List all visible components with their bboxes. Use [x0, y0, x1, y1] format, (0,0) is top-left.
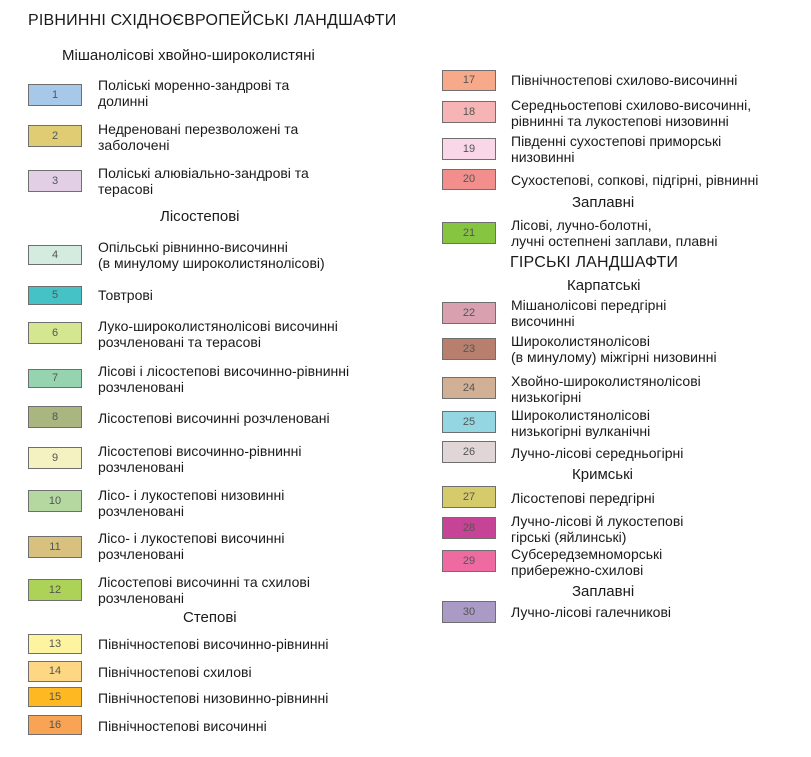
legend-swatch-12: 12: [28, 579, 82, 601]
legend-swatch-29: 29: [442, 550, 496, 572]
legend-heading-mixed: Мішанолісові хвойно-широколистяні: [62, 47, 315, 64]
legend-label-8: Лісостепові височинні розчленовані: [98, 410, 330, 426]
legend-swatch-19: 19: [442, 138, 496, 160]
legend-swatch-5: 5: [28, 286, 82, 305]
legend-label-25: Широколистянолісові низькогірні вулканічн…: [511, 407, 651, 439]
legend-label-12: Лісостепові височинні та схилові розчлено…: [98, 574, 310, 606]
legend-label-9: Лісостепові височинно-рівнинні розчленова…: [98, 443, 302, 475]
legend-swatch-18: 18: [442, 101, 496, 123]
legend-swatch-10: 10: [28, 490, 82, 512]
legend-swatch-25: 25: [442, 411, 496, 433]
legend-swatch-26: 26: [442, 441, 496, 463]
legend-label-14: Північностепові схилові: [98, 664, 252, 680]
legend-title: РІВНИННІ СХІДНОЄВРОПЕЙСЬКІ ЛАНДШАФТИ: [28, 12, 397, 29]
legend-label-20: Сухостепові, сопкові, підгірні, рівнинні: [511, 172, 759, 188]
legend-label-13: Північностепові височинно-рівнинні: [98, 636, 329, 652]
legend-label-15: Північностепові низовинно-рівнинні: [98, 690, 329, 706]
legend-label-6: Луко-широколистянолісові височинні розчле…: [98, 318, 338, 350]
legend-title: ГІРСЬКІ ЛАНДШАФТИ: [510, 254, 679, 271]
legend-heading-floodplain_plain: Заплавні: [572, 194, 635, 211]
legend-label-19: Південні сухостепові приморські низовинні: [511, 133, 722, 165]
legend-label-21: Лісові, лучно-болотні, лучні остепнені за…: [511, 217, 718, 249]
legend-swatch-1: 1: [28, 84, 82, 106]
legend-swatch-16: 16: [28, 715, 82, 735]
legend-label-1: Поліські моренно-зандрові та долинні: [98, 77, 290, 109]
legend-label-26: Лучно-лісові середньогірні: [511, 445, 684, 461]
legend-swatch-17: 17: [442, 70, 496, 91]
legend-label-16: Північностепові височинні: [98, 718, 267, 734]
legend-swatch-22: 22: [442, 302, 496, 324]
legend-label-10: Лісо- і лукостепові низовинні розчленован…: [98, 487, 285, 519]
legend-swatch-9: 9: [28, 447, 82, 469]
legend-label-22: Мішанолісові передгірні височинні: [511, 297, 667, 329]
legend-label-5: Товтрові: [98, 287, 153, 303]
legend-swatch-23: 23: [442, 338, 496, 360]
legend-swatch-6: 6: [28, 322, 82, 344]
legend-label-2: Недреновані перезволожені та заболочені: [98, 121, 299, 153]
legend-swatch-2: 2: [28, 125, 82, 147]
legend-swatch-20: 20: [442, 169, 496, 190]
legend-swatch-27: 27: [442, 486, 496, 508]
legend-label-28: Лучно-лісові й лукостепові гірські (яйлин…: [511, 513, 684, 545]
legend-label-23: Широколистянолісові (в минулому) міжгірні…: [511, 333, 717, 365]
legend-label-17: Північностепові схилово-височинні: [511, 72, 738, 88]
legend-swatch-11: 11: [28, 536, 82, 558]
legend-label-30: Лучно-лісові галечникові: [511, 604, 672, 620]
legend-label-27: Лісостепові передгірні: [511, 490, 655, 506]
legend-swatch-3: 3: [28, 170, 82, 192]
legend-swatch-24: 24: [442, 377, 496, 399]
legend-swatch-30: 30: [442, 601, 496, 623]
legend-heading-steppe: Степові: [183, 609, 237, 626]
legend-swatch-8: 8: [28, 406, 82, 428]
legend-swatch-15: 15: [28, 687, 82, 707]
legend-swatch-7: 7: [28, 369, 82, 388]
legend-label-11: Лісо- і лукостепові височинні розчленован…: [98, 530, 285, 562]
legend-heading-carpathian: Карпатські: [567, 277, 641, 294]
legend-label-4: Опільські рівнинно-височинні (в минулому …: [98, 239, 325, 271]
legend-heading-crimean: Кримські: [572, 466, 633, 483]
legend-swatch-28: 28: [442, 517, 496, 539]
legend-swatch-13: 13: [28, 634, 82, 654]
legend-swatch-14: 14: [28, 661, 82, 682]
legend-label-29: Субсередземноморські прибережно-схилові: [511, 546, 663, 578]
legend-label-18: Середньостепові схилово-височинні, рівнин…: [511, 97, 752, 129]
legend-label-3: Поліські алювіально-зандрові та терасові: [98, 165, 309, 197]
legend-swatch-21: 21: [442, 222, 496, 244]
legend-heading-foreststeppe: Лісостепові: [160, 208, 240, 225]
legend-label-24: Хвойно-широколистянолісові низькогірні: [511, 373, 701, 405]
legend-heading-floodplain_mountain: Заплавні: [572, 583, 635, 600]
legend-label-7: Лісові і лісостепові височинно-рівнинні р…: [98, 363, 350, 395]
legend-swatch-4: 4: [28, 245, 82, 265]
